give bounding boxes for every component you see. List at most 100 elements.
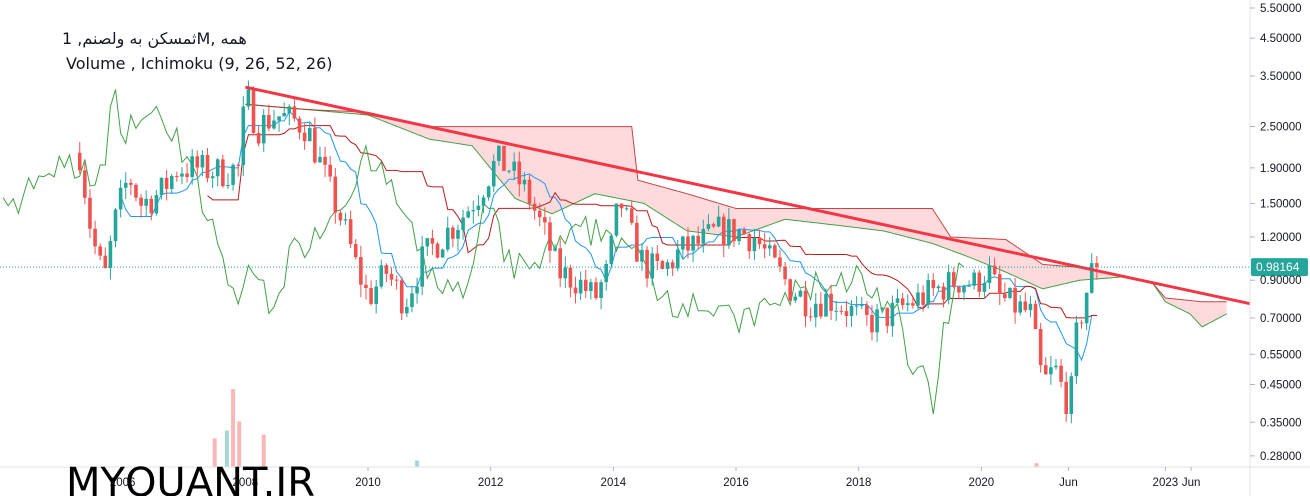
cloud-fill	[245, 104, 1227, 327]
candle-body	[461, 217, 465, 230]
candle-body	[865, 305, 869, 316]
candle-body	[379, 265, 384, 287]
candle-body	[660, 261, 665, 269]
candle-body	[267, 114, 271, 129]
candle-body	[716, 216, 721, 227]
candle-body	[1059, 365, 1063, 382]
candle-body	[946, 272, 951, 300]
candles-layer	[77, 80, 1099, 424]
x-tick-label: Jun	[1059, 477, 1078, 489]
candle-body	[854, 305, 859, 307]
candle-body	[139, 197, 143, 206]
candle-body	[164, 177, 169, 189]
candle-body	[522, 179, 527, 185]
candle-body	[737, 229, 741, 242]
candle-body	[123, 182, 128, 188]
y-tick-label: 4.50000	[1260, 33, 1302, 45]
candle-body	[905, 303, 910, 306]
candle-body	[507, 170, 511, 172]
trendline	[245, 85, 1251, 306]
candle-body	[742, 229, 746, 235]
candle-body	[650, 253, 654, 279]
volume-bar	[415, 460, 420, 467]
candle-body	[640, 249, 644, 262]
candle-body	[701, 228, 706, 244]
x-tick-label: 2014	[601, 477, 627, 489]
volume-bar	[261, 434, 266, 467]
ichimoku-cloud	[245, 103, 1227, 328]
candle-body	[1054, 365, 1058, 368]
y-tick-label: 0.90000	[1260, 275, 1302, 287]
candle-body	[108, 241, 113, 268]
candle-body	[757, 238, 762, 245]
candle-body	[578, 279, 583, 294]
candle-body	[890, 302, 895, 327]
candle-body	[844, 311, 849, 317]
candle-body	[277, 116, 281, 121]
candle-body	[543, 217, 547, 223]
watermark: MYQUANT.IR	[66, 460, 315, 496]
candle-body	[169, 175, 174, 189]
candle-body	[900, 298, 905, 306]
candle-body	[997, 274, 1002, 294]
candle-body	[307, 128, 312, 142]
candle-body	[292, 106, 297, 119]
candle-body	[885, 307, 890, 327]
tenkan-line	[120, 111, 1097, 362]
candle-body	[313, 128, 317, 163]
candle-body	[425, 238, 430, 247]
candle-body	[1018, 301, 1022, 313]
candle-body	[926, 280, 930, 305]
candle-body	[1023, 301, 1028, 311]
candle-body	[144, 198, 148, 206]
candle-body	[665, 262, 670, 269]
candle-body	[829, 293, 833, 311]
candle-body	[364, 284, 368, 289]
candle-body	[1064, 381, 1069, 415]
candle-body	[599, 282, 603, 298]
candle-body	[609, 235, 614, 264]
x-tick-label: 2008	[233, 477, 259, 489]
candle-body	[778, 257, 782, 267]
candle-body	[83, 170, 87, 198]
candle-body	[190, 156, 194, 177]
candle-body	[783, 266, 787, 280]
x-tick-label: 2006	[110, 477, 136, 489]
candle-body	[1003, 293, 1007, 299]
candle-body	[548, 222, 552, 251]
candle-body	[870, 315, 874, 333]
candle-body	[916, 292, 920, 306]
candle-body	[732, 219, 736, 242]
candle-body	[773, 245, 777, 258]
candle-body	[696, 235, 700, 244]
candle-body	[624, 208, 629, 210]
candle-body	[159, 177, 164, 196]
candle-body	[420, 246, 424, 287]
y-tick-label: 1.20000	[1260, 232, 1302, 244]
candle-body	[752, 238, 757, 252]
candle-body	[982, 282, 987, 292]
candle-body	[456, 229, 460, 239]
candle-body	[113, 209, 118, 242]
candle-body	[221, 159, 225, 187]
candle-body	[1028, 303, 1033, 311]
candle-body	[502, 145, 506, 171]
candle-body	[410, 293, 414, 307]
candle-body	[302, 132, 307, 142]
candle-body	[195, 156, 200, 168]
y-tick-label: 0.45000	[1260, 379, 1302, 391]
y-tick-label: 0.55000	[1260, 349, 1302, 361]
candle-body	[614, 203, 619, 236]
candle-body	[972, 272, 976, 286]
candle-body	[1038, 329, 1043, 366]
candle-body	[185, 173, 189, 177]
y-tick-label: 3.50000	[1260, 71, 1302, 83]
y-tick-label: 1.50000	[1260, 198, 1302, 210]
y-tick-label: 0.28000	[1260, 451, 1302, 463]
candle-body	[399, 280, 404, 314]
candle-body	[134, 184, 138, 198]
senkou-span-a	[245, 103, 1227, 328]
y-axis: 5.50000 4.50000 3.50000 2.50000 1.90000 1.500…	[1249, 0, 1302, 496]
